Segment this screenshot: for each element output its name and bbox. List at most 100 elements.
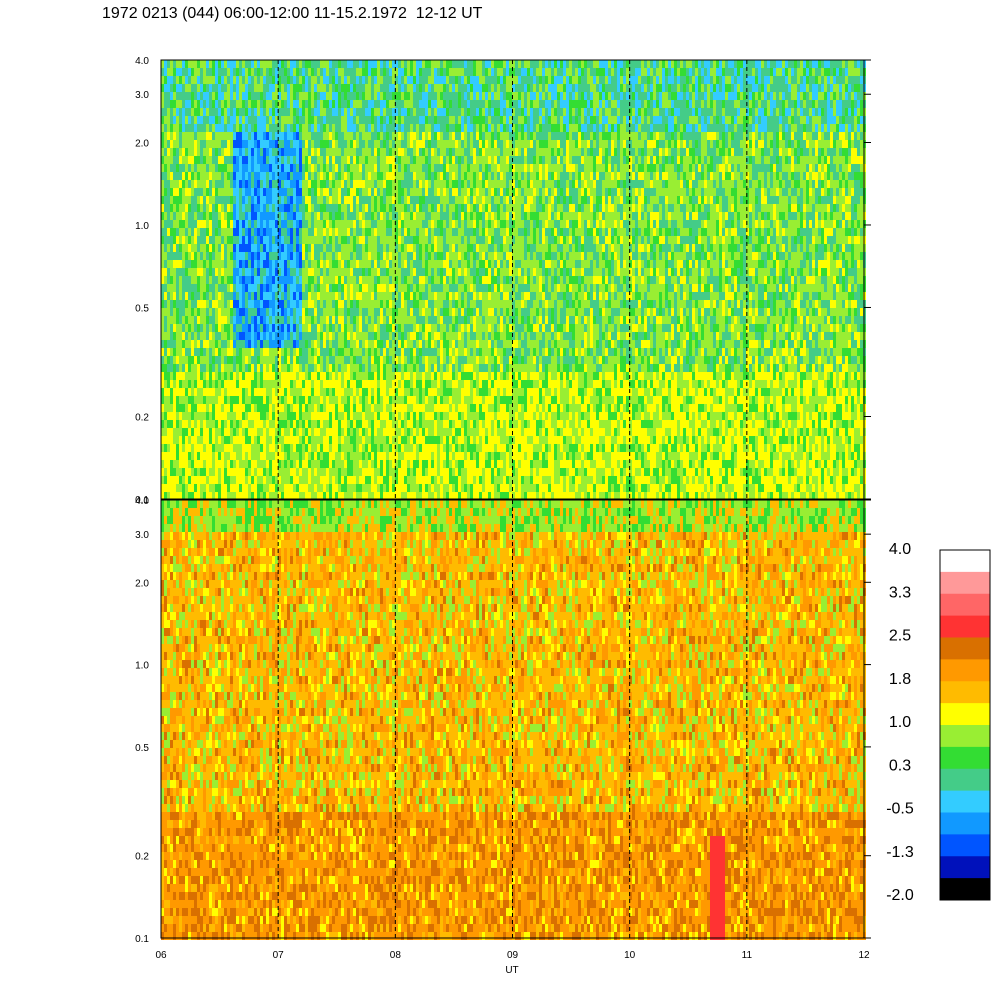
heatmap-cell <box>200 164 203 172</box>
heatmap-cell <box>230 452 233 460</box>
heatmap-cell <box>287 356 290 364</box>
heatmap-cell <box>335 132 338 140</box>
heatmap-cell <box>374 452 377 460</box>
heatmap-cell <box>341 380 344 388</box>
heatmap-cell <box>206 204 209 212</box>
heatmap-cell <box>248 100 251 108</box>
heatmap-cell <box>410 340 413 348</box>
heatmap-cell <box>227 100 230 108</box>
heatmap-cell <box>422 268 425 276</box>
heatmap-cell <box>401 308 404 316</box>
heatmap-cell <box>257 140 260 148</box>
heatmap-cell <box>287 388 290 396</box>
heatmap-cell <box>311 292 314 300</box>
heatmap-cell <box>287 284 290 292</box>
heatmap-cell <box>203 140 206 148</box>
heatmap-cell <box>392 188 395 196</box>
heatmap-cell <box>233 116 236 124</box>
heatmap-cell <box>221 196 224 204</box>
heatmap-cell <box>401 380 404 388</box>
heatmap-cell <box>272 396 275 404</box>
heatmap-cell <box>293 412 296 420</box>
heatmap-cell <box>305 244 308 252</box>
heatmap-cell <box>236 476 239 484</box>
heatmap-cell <box>374 348 377 356</box>
heatmap-cell <box>230 484 233 492</box>
heatmap-cell <box>251 204 254 212</box>
heatmap-cell <box>347 372 350 380</box>
heatmap-cell <box>332 76 335 84</box>
heatmap-cell <box>326 84 329 92</box>
heatmap-cell <box>248 412 251 420</box>
heatmap-cell <box>308 468 311 476</box>
heatmap-cell <box>269 324 272 332</box>
heatmap-cell <box>359 476 362 484</box>
heatmap-cell <box>404 292 407 300</box>
heatmap-cell <box>218 244 221 252</box>
heatmap-cell <box>416 300 419 308</box>
heatmap-cell <box>311 180 314 188</box>
heatmap-cell <box>263 84 266 92</box>
heatmap-cell <box>182 388 185 396</box>
heatmap-cell <box>353 300 356 308</box>
heatmap-cell <box>425 452 428 460</box>
heatmap-cell <box>323 140 326 148</box>
heatmap-cell <box>308 284 311 292</box>
heatmap-cell <box>197 452 200 460</box>
heatmap-cell <box>200 276 203 284</box>
heatmap-cell <box>251 396 254 404</box>
heatmap-cell <box>353 476 356 484</box>
heatmap-cell <box>275 292 278 300</box>
heatmap-cell <box>263 444 266 452</box>
heatmap-cell <box>410 308 413 316</box>
heatmap-cell <box>386 140 389 148</box>
heatmap-cell <box>236 100 239 108</box>
heatmap-cell <box>335 332 338 340</box>
heatmap-cell <box>413 324 416 332</box>
heatmap-cell <box>332 396 335 404</box>
heatmap-cell <box>359 356 362 364</box>
heatmap-cell <box>314 468 317 476</box>
heatmap-cell <box>377 372 380 380</box>
heatmap-cell <box>245 372 248 380</box>
heatmap-cell <box>176 180 179 188</box>
heatmap-cell <box>353 68 356 76</box>
heatmap-cell <box>386 420 389 428</box>
heatmap-cell <box>185 172 188 180</box>
heatmap-cell <box>257 444 260 452</box>
heatmap-cell <box>365 476 368 484</box>
heatmap-cell <box>227 348 230 356</box>
heatmap-cell <box>260 332 263 340</box>
heatmap-cell <box>377 228 380 236</box>
heatmap-cell <box>305 76 308 84</box>
heatmap-cell <box>299 244 302 252</box>
heatmap-cell <box>194 156 197 164</box>
heatmap-cell <box>200 436 203 444</box>
heatmap-cell <box>227 276 230 284</box>
heatmap-cell <box>281 196 284 204</box>
heatmap-cell <box>347 188 350 196</box>
heatmap-cell <box>272 156 275 164</box>
heatmap-cell <box>299 356 302 364</box>
heatmap-cell <box>350 108 353 116</box>
heatmap-cell <box>206 292 209 300</box>
heatmap-cell <box>272 412 275 420</box>
heatmap-cell <box>308 188 311 196</box>
heatmap-cell <box>287 76 290 84</box>
heatmap-cell <box>296 316 299 324</box>
heatmap-cell <box>275 396 278 404</box>
heatmap-cell <box>401 268 404 276</box>
heatmap-cell <box>197 196 200 204</box>
heatmap-cell <box>359 196 362 204</box>
heatmap-cell <box>176 324 179 332</box>
heatmap-cell <box>173 60 176 68</box>
heatmap-cell <box>194 116 197 124</box>
heatmap-cell <box>401 252 404 260</box>
heatmap-cell <box>299 452 302 460</box>
heatmap-cell <box>164 284 167 292</box>
heatmap-cell <box>353 180 356 188</box>
heatmap-cell <box>275 300 278 308</box>
heatmap-cell <box>173 156 176 164</box>
heatmap-cell <box>185 132 188 140</box>
heatmap-cell <box>383 76 386 84</box>
